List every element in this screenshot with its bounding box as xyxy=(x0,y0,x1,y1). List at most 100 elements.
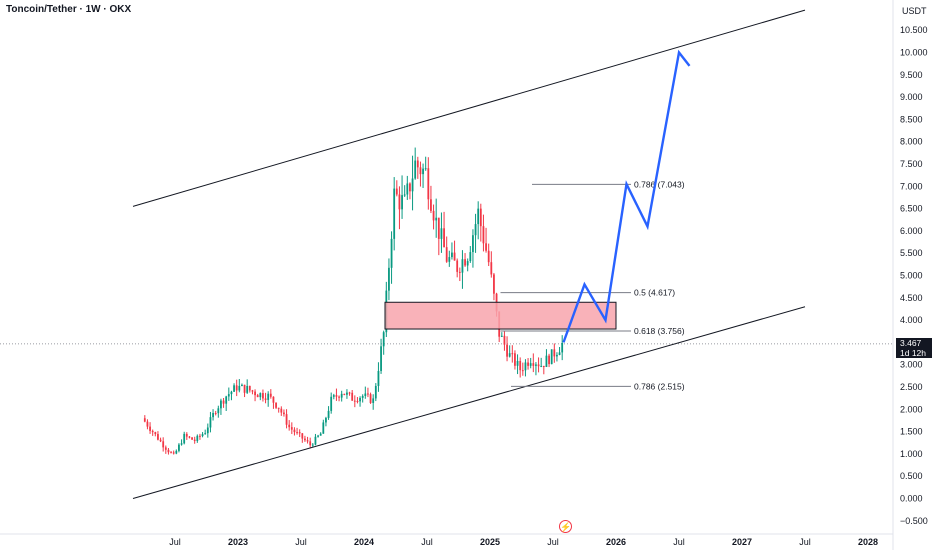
x-tick-label: 2023 xyxy=(228,537,248,547)
candle-body xyxy=(233,385,235,392)
candle-body xyxy=(474,224,477,236)
candle-body xyxy=(332,395,335,397)
candle-body xyxy=(214,413,217,415)
y-tick-label: 0.000 xyxy=(900,494,923,504)
candle-body xyxy=(529,363,532,366)
y-tick-label: 2.000 xyxy=(900,404,923,414)
candles xyxy=(143,147,564,455)
candle-body xyxy=(382,332,385,347)
x-tick-label: 2027 xyxy=(732,537,752,547)
fib-level-label: 0.786 (7.043) xyxy=(634,179,685,189)
candle-body xyxy=(548,355,550,365)
flash-icon[interactable]: ⚡ xyxy=(559,520,572,533)
candle-body xyxy=(443,228,445,248)
fib-level-label: 0.786 (2.515) xyxy=(634,381,685,391)
candle-body xyxy=(264,398,267,400)
candle-body xyxy=(393,188,396,239)
candle-body xyxy=(317,435,319,437)
candle-body xyxy=(493,274,495,294)
x-axis: Jul 2023 Jul 2024 Jul 2025 Jul 2026 Jul 2027 Jul 20… xyxy=(169,537,878,547)
y-tick-label: −0.500 xyxy=(900,516,928,526)
candle-body xyxy=(172,452,175,454)
y-tick-label: 7.500 xyxy=(900,159,923,169)
candle-body xyxy=(398,194,401,210)
candle-body xyxy=(330,396,333,411)
candle-body xyxy=(154,432,157,435)
candle-body xyxy=(550,349,553,365)
candle-body xyxy=(500,335,503,337)
candle-body xyxy=(288,424,291,428)
candle-body xyxy=(346,392,348,395)
candle-body xyxy=(390,238,393,268)
candle-body xyxy=(440,228,443,239)
candle-body xyxy=(490,262,493,275)
candle-body xyxy=(430,199,432,211)
y-tick-label: 5.500 xyxy=(900,248,923,258)
candle-body xyxy=(243,384,246,393)
candle-body xyxy=(230,391,233,395)
candle-body xyxy=(272,396,275,403)
candle-body xyxy=(267,393,270,400)
candle-body xyxy=(472,235,474,253)
candle-body xyxy=(542,365,545,367)
x-tick-label: Jul xyxy=(169,537,181,547)
current-price-value: 3.467 xyxy=(900,338,922,348)
candle-body xyxy=(377,370,380,386)
y-tick-label: 4.500 xyxy=(900,293,923,303)
candle-body xyxy=(403,194,406,196)
candle-body xyxy=(201,434,204,437)
candle-body xyxy=(424,168,427,170)
candle-body xyxy=(314,436,317,445)
y-tick-label: 3.000 xyxy=(900,360,923,370)
candle-body xyxy=(296,432,298,434)
candle-body xyxy=(248,385,251,391)
candle-body xyxy=(277,407,280,409)
candle-body xyxy=(506,344,508,357)
candle-body xyxy=(427,168,430,200)
candle-body xyxy=(319,433,322,436)
candle-body xyxy=(356,400,359,402)
candle-body xyxy=(241,384,243,386)
candle-body xyxy=(406,183,409,195)
candle-body xyxy=(269,393,272,397)
candle-body xyxy=(374,385,377,399)
chart-title: Toncoin/Tether · 1W · OKX xyxy=(6,4,132,15)
candle-body xyxy=(409,183,411,192)
fib-levels: 0.786 (7.043) 0.5 (4.617) 0.618 (3.756) 0.7… xyxy=(500,179,685,391)
y-tick-label: 6.000 xyxy=(900,226,923,236)
candle-body xyxy=(217,408,220,414)
candle-body xyxy=(185,433,188,437)
candle-body xyxy=(167,449,170,453)
candle-body xyxy=(325,417,327,423)
candle-body xyxy=(293,429,296,433)
candle-body xyxy=(477,208,480,225)
fib-level-label: 0.618 (3.756) xyxy=(634,326,685,336)
candle-body xyxy=(519,360,522,371)
candle-body xyxy=(359,397,361,402)
candle-body xyxy=(280,408,283,413)
candle-body xyxy=(254,391,256,396)
x-tick-label: Jul xyxy=(295,537,307,547)
y-tick-label: 0.500 xyxy=(900,471,923,481)
x-tick-label: Jul xyxy=(799,537,811,547)
candle-body xyxy=(196,435,199,441)
y-tick-label: 1.500 xyxy=(900,427,923,437)
candle-body xyxy=(524,362,527,371)
candle-body xyxy=(162,441,165,448)
candle-body xyxy=(348,392,351,394)
channel-upper-line xyxy=(132,9,806,207)
candle-body xyxy=(238,385,241,391)
candle-body xyxy=(343,393,346,395)
candle-body xyxy=(435,217,438,221)
candle-body xyxy=(178,444,180,451)
price-axis-border xyxy=(0,0,894,550)
x-tick-label: Jul xyxy=(673,537,685,547)
candle-body xyxy=(422,168,424,175)
candle-body xyxy=(532,363,535,366)
candle-body xyxy=(340,393,343,398)
y-tick-label: 8.500 xyxy=(900,114,923,124)
y-axis: 10.500 10.000 9.500 9.000 8.500 8.000 7.500 7.0… xyxy=(900,25,928,526)
projection-polyline xyxy=(562,49,691,343)
fib-level-label: 0.5 (4.617) xyxy=(634,288,675,298)
